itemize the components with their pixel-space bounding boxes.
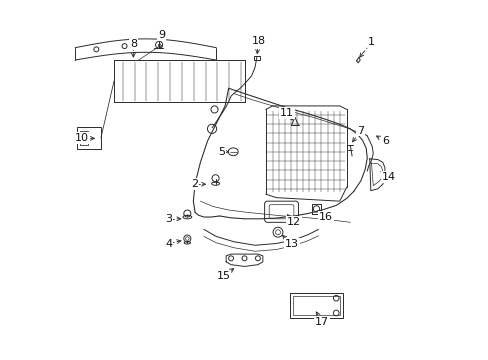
Text: 6: 6 — [381, 136, 388, 146]
Text: 4: 4 — [165, 239, 172, 248]
Text: 15: 15 — [216, 271, 230, 281]
Text: 9: 9 — [158, 30, 165, 40]
Text: 5: 5 — [218, 147, 224, 157]
Text: 11: 11 — [279, 108, 293, 118]
Text: 10: 10 — [75, 133, 89, 143]
Text: 13: 13 — [285, 239, 299, 249]
Text: 16: 16 — [318, 212, 332, 222]
Text: 3: 3 — [165, 214, 172, 224]
Text: 1: 1 — [367, 37, 374, 48]
Bar — [290, 293, 342, 318]
Text: 17: 17 — [314, 317, 328, 327]
Text: 12: 12 — [286, 217, 300, 227]
Text: 7: 7 — [357, 126, 364, 136]
Text: 2: 2 — [190, 179, 198, 189]
Text: 18: 18 — [251, 36, 265, 46]
Bar — [77, 127, 101, 149]
Text: 8: 8 — [129, 39, 137, 49]
Bar — [80, 131, 87, 137]
Bar — [254, 56, 260, 60]
Text: 14: 14 — [381, 172, 395, 182]
Bar — [80, 139, 87, 145]
Bar — [293, 296, 339, 315]
